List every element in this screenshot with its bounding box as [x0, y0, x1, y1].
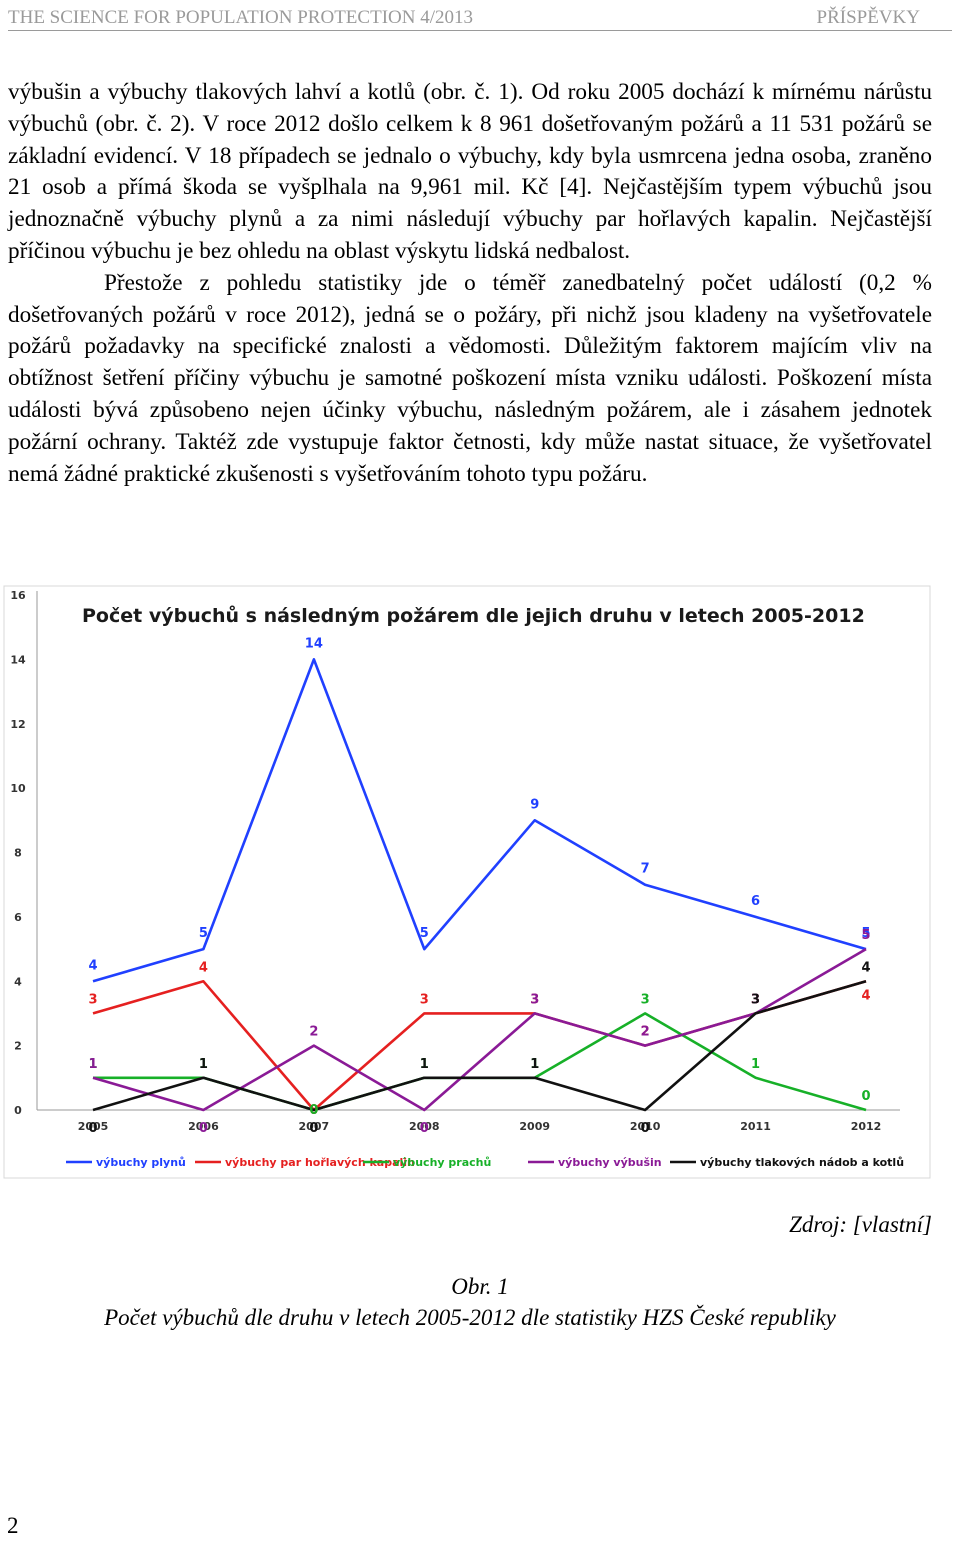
- data-label: 0: [309, 1103, 318, 1118]
- legend-label: výbuchy par hořlavých kapalin: [225, 1156, 415, 1169]
- data-label: 4: [861, 960, 870, 975]
- data-label: 3: [530, 992, 539, 1007]
- data-label: 3: [751, 992, 760, 1007]
- series-line-1: [92, 658, 867, 983]
- data-label: 0: [861, 1089, 870, 1104]
- figure-caption: Počet výbuchů dle druhu v letech 2005-20…: [104, 1305, 836, 1330]
- y-tick-label: 4: [14, 975, 22, 988]
- data-label: 2: [309, 1025, 318, 1040]
- data-label: 9: [530, 797, 539, 812]
- data-label: 1: [199, 1057, 208, 1072]
- data-label: 1: [751, 1057, 760, 1072]
- data-label: 5: [199, 926, 208, 941]
- page-number: 2: [7, 1513, 19, 1538]
- data-label: 0: [309, 1103, 318, 1118]
- data-label: 0: [88, 1121, 97, 1136]
- data-label: 0: [309, 1121, 318, 1136]
- data-label: 4: [88, 958, 97, 973]
- y-tick-label: 10: [10, 782, 26, 795]
- y-tick-label: 16: [10, 589, 26, 602]
- data-label: 4: [861, 988, 870, 1003]
- data-label: 3: [751, 992, 760, 1007]
- data-label: 3: [641, 992, 650, 1007]
- chart-title: Počet výbuchů s následným požárem dle je…: [82, 604, 865, 627]
- y-tick-label: 14: [10, 653, 26, 666]
- x-tick-label: 2005: [78, 1120, 109, 1133]
- y-tick-label: 8: [14, 847, 22, 860]
- data-label: 1: [530, 1057, 539, 1072]
- x-tick-label: 2012: [851, 1120, 882, 1133]
- data-label: 0: [199, 1121, 208, 1136]
- running-header: THE SCIENCE FOR POPULATION PROTECTION 4/…: [8, 4, 952, 31]
- x-tick-label: 2007: [299, 1120, 330, 1133]
- y-tick-label: 12: [10, 718, 25, 731]
- chart-border: [3, 585, 931, 1179]
- data-label: 3: [420, 992, 429, 1007]
- y-tick-label: 6: [14, 911, 22, 924]
- section-label: PŘÍSPĚVKY: [816, 7, 920, 28]
- legend-label: výbuchy tlakových nádob a kotlů: [700, 1156, 904, 1169]
- paragraph: výbušin a výbuchy tlakových lahví a kotl…: [8, 79, 932, 264]
- data-label: 0: [420, 1121, 429, 1136]
- series-line-4: [92, 947, 867, 1112]
- x-tick-label: 2011: [740, 1120, 771, 1133]
- data-label: 3: [88, 992, 97, 1007]
- y-tick-label: 0: [14, 1104, 22, 1117]
- figure-source: Zdroj: [vlastní]: [789, 1212, 932, 1237]
- data-label: 3: [530, 992, 539, 1007]
- data-label: 1: [420, 1057, 429, 1072]
- data-label: 4: [199, 960, 208, 975]
- figure-number: Obr. 1: [451, 1274, 509, 1299]
- figure-chart: 0 2 4 6 8 10 12 14 16 2005 2006 2007 2008 2009 2010 201…: [0, 582, 935, 1182]
- data-label: 1: [420, 1057, 429, 1072]
- data-label: 5: [861, 926, 870, 941]
- y-tick-label: 2: [14, 1040, 22, 1053]
- data-label: 3: [751, 992, 760, 1007]
- data-label: 1: [199, 1057, 208, 1072]
- data-label: 6: [751, 894, 760, 909]
- data-label: 2: [641, 1025, 650, 1040]
- series-line-5: [92, 980, 867, 1112]
- data-label: 5: [861, 928, 870, 943]
- x-tick-label: 2010: [630, 1120, 661, 1133]
- legend-label: výbuchy výbušin: [558, 1156, 662, 1169]
- data-label: 1: [88, 1057, 97, 1072]
- legend-label: výbuchy prachů: [393, 1156, 491, 1169]
- data-label: 14: [305, 636, 323, 651]
- data-label: 7: [641, 862, 650, 877]
- article-body: výbušin a výbuchy tlakových lahví a kotl…: [8, 77, 932, 490]
- x-tick-label: 2008: [409, 1120, 440, 1133]
- legend-label: výbuchy plynů: [96, 1156, 186, 1169]
- data-label: 1: [88, 1057, 97, 1072]
- x-tick-label: 2009: [519, 1120, 550, 1133]
- data-label: 0: [641, 1121, 650, 1136]
- data-label: 2: [641, 1025, 650, 1040]
- data-label: 1: [530, 1057, 539, 1072]
- paragraph: Přestože z pohledu statistiky jde o témě…: [8, 269, 932, 487]
- data-label: 5: [420, 926, 429, 941]
- journal-title: THE SCIENCE FOR POPULATION PROTECTION 4/…: [8, 7, 473, 28]
- x-tick-label: 2006: [188, 1120, 219, 1133]
